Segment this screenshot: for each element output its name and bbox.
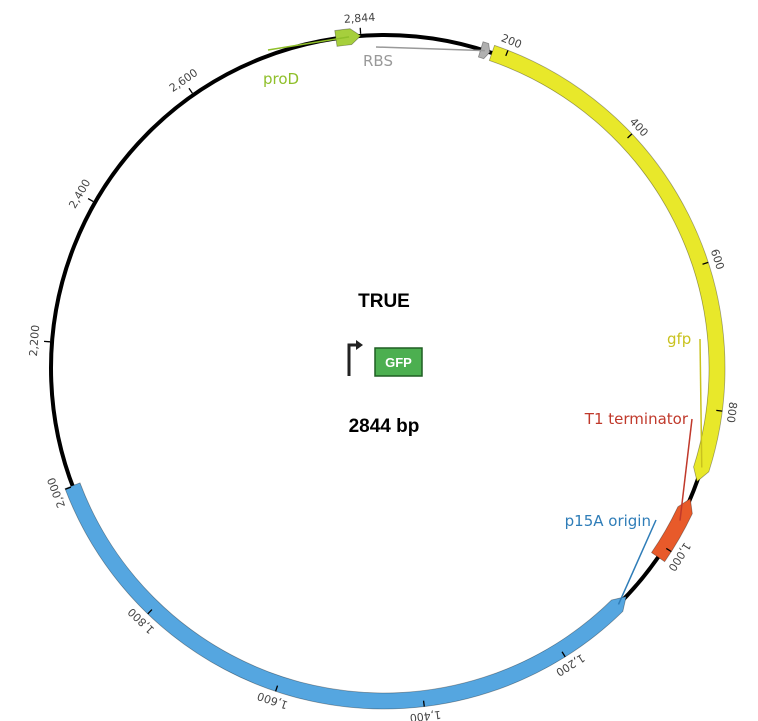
promoter-arrow-icon xyxy=(347,343,357,376)
tick-label-2400: 2,400 xyxy=(66,177,93,211)
gfp-gene-box xyxy=(374,347,423,377)
tick-mark-2600 xyxy=(188,87,193,94)
tick-label-800: 800 xyxy=(724,401,740,423)
tick-mark-2000 xyxy=(65,486,72,490)
feature-leader-t1 xyxy=(679,418,693,521)
feature-leader-p15a xyxy=(617,519,657,605)
tick-mark-1800 xyxy=(147,609,153,615)
tick-mark-1000 xyxy=(665,547,672,553)
tick-mark-2400 xyxy=(87,197,94,203)
gfp-gene-label: GFP xyxy=(385,355,412,370)
tick-mark-800 xyxy=(716,409,723,412)
feature-label-t1[interactable]: T1 terminator xyxy=(584,410,689,428)
feature-leader-rbs xyxy=(375,46,485,52)
feature-leader-gfp xyxy=(699,338,703,468)
tick-mark-1200 xyxy=(561,651,566,658)
tick-label-1400: 1,400 xyxy=(409,708,442,721)
feature-label-p15a[interactable]: p15A origin xyxy=(565,512,651,530)
tick-label-2000: 2,000 xyxy=(45,476,68,510)
feature-t1[interactable] xyxy=(650,497,693,563)
feature-p15a[interactable] xyxy=(64,482,627,710)
feature-label-rbs[interactable]: RBS xyxy=(363,52,393,70)
tick-mark-200 xyxy=(505,50,509,57)
tick-label-600: 600 xyxy=(708,247,727,271)
plasmid-size: 2844 bp xyxy=(349,416,420,437)
tick-mark-1600 xyxy=(275,685,279,692)
tick-mark-400 xyxy=(627,133,633,139)
tick-label-2844: 2,844 xyxy=(343,11,375,26)
tick-mark-600 xyxy=(702,261,709,265)
tick-label-2600: 2,600 xyxy=(167,66,200,95)
feature-label-proD[interactable]: proD xyxy=(263,70,299,88)
feature-leader-proD xyxy=(267,36,350,51)
promoter-gene-glyph: GFP xyxy=(347,340,423,377)
tick-label-2200: 2,200 xyxy=(27,324,42,356)
tick-mark-1400 xyxy=(422,700,425,707)
plasmid-name: TRUE xyxy=(358,291,410,312)
feature-label-gfp[interactable]: gfp xyxy=(667,330,691,348)
promoter-arrowhead-icon xyxy=(356,340,363,350)
